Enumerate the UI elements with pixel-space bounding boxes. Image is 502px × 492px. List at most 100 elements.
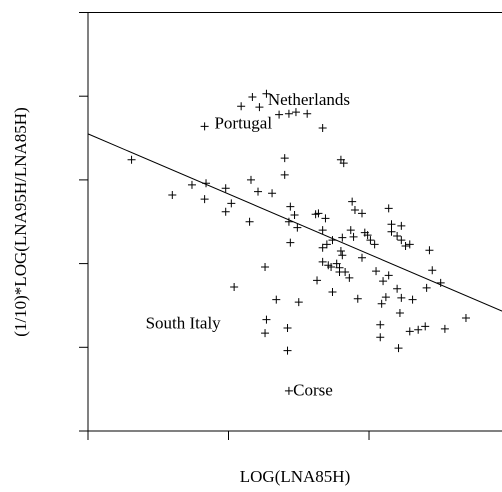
point bbox=[350, 206, 359, 215]
point bbox=[397, 236, 406, 245]
point bbox=[397, 221, 406, 230]
point bbox=[268, 189, 277, 198]
point bbox=[254, 187, 263, 196]
point bbox=[318, 124, 327, 133]
point bbox=[318, 257, 327, 266]
point bbox=[428, 266, 437, 275]
point bbox=[370, 240, 379, 249]
point bbox=[384, 271, 393, 280]
point bbox=[393, 231, 402, 240]
point bbox=[290, 211, 299, 220]
point bbox=[200, 122, 209, 131]
point bbox=[221, 184, 230, 193]
point bbox=[387, 220, 396, 229]
point bbox=[280, 154, 289, 163]
point bbox=[261, 329, 270, 338]
point bbox=[272, 295, 281, 304]
plot-frame bbox=[87, 12, 502, 432]
point bbox=[202, 179, 211, 188]
point bbox=[421, 322, 430, 331]
annotation: Netherlands bbox=[268, 90, 350, 109]
point bbox=[372, 267, 381, 276]
point bbox=[168, 190, 177, 199]
point bbox=[405, 240, 414, 249]
annotation: Corse bbox=[293, 381, 333, 400]
point bbox=[221, 207, 230, 216]
point bbox=[230, 283, 239, 292]
point bbox=[366, 236, 375, 245]
point bbox=[436, 278, 445, 287]
point bbox=[461, 314, 470, 323]
point bbox=[262, 315, 271, 324]
point bbox=[286, 202, 295, 211]
point bbox=[286, 238, 295, 247]
point bbox=[291, 108, 300, 117]
point bbox=[284, 386, 293, 395]
point bbox=[338, 251, 347, 260]
point bbox=[332, 259, 341, 268]
point bbox=[387, 227, 396, 236]
point bbox=[248, 93, 257, 102]
point bbox=[321, 214, 330, 223]
point bbox=[262, 89, 271, 98]
point bbox=[314, 209, 323, 218]
point bbox=[408, 295, 417, 304]
point bbox=[393, 284, 402, 293]
point bbox=[357, 253, 366, 262]
point bbox=[328, 236, 337, 245]
annotation: South Italy bbox=[146, 314, 222, 333]
point bbox=[357, 209, 366, 218]
point bbox=[283, 324, 292, 333]
point bbox=[395, 308, 404, 317]
point bbox=[284, 217, 293, 226]
point bbox=[187, 180, 196, 189]
point bbox=[322, 240, 331, 249]
point bbox=[348, 197, 357, 206]
point bbox=[261, 262, 270, 271]
fit-line bbox=[87, 133, 502, 312]
point bbox=[376, 320, 385, 329]
point bbox=[379, 277, 388, 286]
point bbox=[381, 293, 390, 302]
point bbox=[341, 267, 350, 276]
point bbox=[405, 327, 414, 336]
point bbox=[313, 276, 322, 285]
point bbox=[336, 247, 345, 256]
point bbox=[283, 346, 292, 355]
point bbox=[345, 273, 354, 282]
point bbox=[127, 155, 136, 164]
point bbox=[280, 170, 289, 179]
point bbox=[293, 223, 302, 232]
point bbox=[440, 324, 449, 333]
point bbox=[303, 109, 312, 118]
point bbox=[339, 159, 348, 168]
point bbox=[284, 109, 293, 118]
x-axis-label: LOG(LNA85H) bbox=[240, 467, 350, 486]
point bbox=[401, 242, 410, 251]
point bbox=[294, 298, 303, 307]
point bbox=[246, 175, 255, 184]
y-axis-label: (1/10)*LOG(LNA95H/LNA85H) bbox=[11, 107, 30, 336]
point bbox=[324, 261, 333, 270]
point bbox=[384, 204, 393, 213]
point bbox=[328, 288, 337, 297]
point bbox=[338, 233, 347, 242]
point bbox=[425, 246, 434, 255]
point bbox=[245, 217, 254, 226]
point bbox=[377, 299, 386, 308]
point bbox=[397, 293, 406, 302]
point bbox=[255, 103, 264, 112]
point bbox=[353, 294, 362, 303]
point bbox=[414, 325, 423, 334]
point bbox=[275, 110, 284, 119]
point bbox=[237, 102, 246, 111]
point bbox=[376, 333, 385, 342]
point bbox=[422, 283, 431, 292]
point bbox=[318, 243, 327, 252]
point bbox=[200, 195, 209, 204]
point bbox=[346, 226, 355, 235]
point bbox=[227, 199, 236, 208]
annotation: Portugal bbox=[214, 114, 272, 133]
